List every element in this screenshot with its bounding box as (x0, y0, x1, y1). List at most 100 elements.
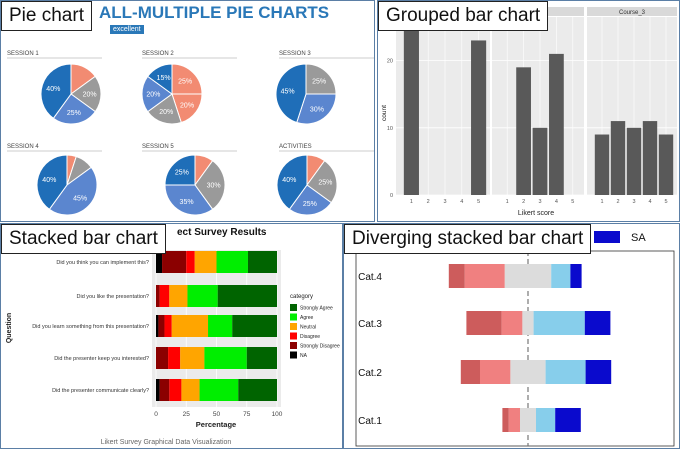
stacked-segment (159, 285, 170, 307)
diverging-bar-label: Diverging stacked bar chart (344, 224, 592, 254)
pie-title: SESSION 5 (142, 144, 174, 150)
legend-swatch (290, 332, 297, 340)
diverging-segment (533, 311, 585, 335)
category-label: Cat.2 (358, 368, 382, 379)
pie-chart-panel: Pie chart ALL-MULTIPLE PIE CHARTS excell… (0, 0, 375, 222)
legend-swatch (290, 323, 297, 330)
x-tick-label: 1 (410, 199, 413, 205)
bar (594, 134, 610, 195)
y-tick-label: 0 (390, 193, 393, 199)
stacked-segment (194, 251, 217, 273)
x-tick-label: 5 (664, 199, 667, 205)
diverging-segment (510, 360, 546, 384)
x-tick-label: 4 (460, 199, 463, 205)
diverging-bar-svg: SA Cat.4 Cat.3 Cat.2 Cat.1 (355, 231, 675, 447)
diverging-segment (508, 408, 520, 432)
legend-chip: excellent (110, 25, 144, 34)
diverging-segment (520, 408, 536, 432)
pie-slice (306, 160, 338, 204)
diverging-segment (501, 311, 523, 335)
pie-slice (275, 63, 307, 124)
x-tick-label: 4 (555, 199, 558, 205)
stacked-segment (180, 347, 205, 369)
pie-title: SESSION 1 (7, 51, 39, 57)
pie-title: SESSION 3 (279, 51, 311, 57)
pie-slice (164, 184, 214, 216)
bar (658, 134, 674, 195)
legend-item: Neutral (300, 325, 316, 331)
grouped-bar-panel: Grouped bar chart 1 2 3 4 5 1 2 3 4 5 Course_3 1 2 3 4… (377, 0, 680, 222)
legend-swatch (290, 313, 297, 321)
legend-swatch (594, 231, 620, 243)
pie-slice (171, 93, 203, 124)
x-tick-label: 1 (600, 199, 603, 205)
pie-slice-label: 45% (73, 196, 87, 203)
pie-slice (147, 63, 173, 95)
pie-slice-label: 25% (67, 110, 81, 117)
diverging-segment (448, 264, 465, 288)
pie-slice (296, 93, 337, 125)
legend-item: Disagree (300, 334, 320, 340)
pie-title: ACTIVITIES (279, 144, 312, 150)
x-tick-label: 1 (506, 199, 509, 205)
pie-slice-label: 25% (303, 201, 317, 208)
diverging-segment (466, 311, 502, 335)
diverging-segment (585, 360, 612, 384)
pie-slice-label: 30% (207, 183, 221, 190)
stacked-segment (247, 251, 277, 273)
facet-strip (587, 7, 677, 16)
diverging-segment (464, 264, 505, 288)
diverging-segment (570, 264, 582, 288)
diverging-segment (536, 408, 556, 432)
facet-title: Course_3 (619, 10, 646, 16)
bar (626, 127, 642, 195)
question-label: Did the presenter keep you interested? (54, 356, 149, 362)
pie-slice-label: 40% (42, 177, 56, 184)
x-tick-label: 75 (243, 411, 251, 418)
bar (532, 127, 548, 195)
legend-item: NA (300, 353, 308, 359)
stacked-segment (159, 379, 170, 401)
question-label: Did you learn something from this presen… (32, 324, 149, 330)
x-axis-label: Likert score (518, 210, 554, 217)
pie-slice (141, 75, 173, 113)
pie-charts-svg: SESSION 1 20% 25% 40% SESSION 2 25% 20% 20% 20% 1… (7, 51, 374, 216)
bar (516, 67, 531, 195)
stacked-bar-panel: Stacked bar chart ect Survey Results 0 25 5… (0, 223, 343, 449)
pie-chart-label: Pie chart (1, 1, 92, 31)
diverging-segment (584, 311, 611, 335)
stacked-segment (199, 379, 239, 401)
pie-header: ALL-MULTIPLE PIE CHARTS (99, 3, 330, 22)
category-label: Cat.1 (358, 416, 382, 427)
question-label: Did you like the presentation? (77, 294, 149, 300)
pie-slice-label: 45% (281, 89, 295, 96)
caption: Likert Survey Graphical Data Visualizati… (101, 439, 232, 446)
legend-swatch (290, 351, 297, 359)
pie-slice-label: 40% (282, 177, 296, 184)
legend-item: Agree (300, 315, 314, 321)
stacked-segment (181, 379, 200, 401)
pie-slice (52, 93, 96, 125)
grouped-bar-label: Grouped bar chart (378, 1, 549, 31)
x-tick-label: 25 (183, 411, 191, 418)
pie-slice (48, 166, 98, 216)
stacked-segment (217, 285, 277, 307)
x-tick-label: 50 (213, 411, 221, 418)
pie-title: SESSION 2 (142, 51, 174, 57)
stacked-segment (156, 285, 160, 307)
pie-slice-label: 30% (310, 107, 324, 114)
pie-slice (171, 63, 203, 95)
x-tick-label: 100 (272, 411, 283, 418)
legend-swatch (290, 342, 297, 349)
pie-slice-label: 40% (46, 86, 60, 93)
pie-slice-label: 25% (178, 78, 192, 85)
stacked-segment (162, 251, 187, 273)
y-axis-label: count (381, 105, 388, 121)
pie-slice-label: 35% (180, 199, 194, 206)
diverging-segment (522, 311, 534, 335)
bar (549, 53, 564, 195)
pie-slice (147, 93, 182, 125)
x-tick-label: 3 (538, 199, 541, 205)
x-tick-label: 2 (616, 199, 619, 205)
stacked-segment (164, 315, 172, 337)
